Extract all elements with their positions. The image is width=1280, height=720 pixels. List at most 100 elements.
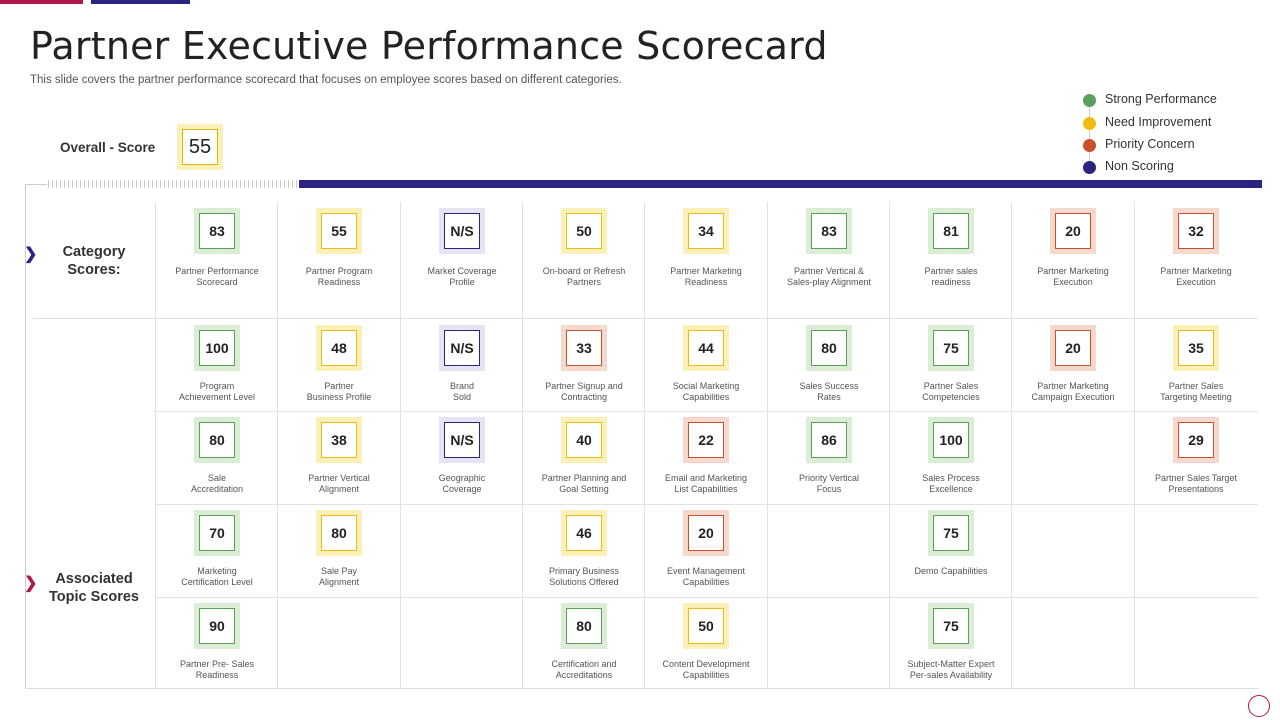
grid-row-line: [33, 318, 1258, 319]
score-label: Marketing Certification Level: [181, 566, 253, 587]
score-value: 83: [811, 213, 847, 249]
grid-row-line: [155, 597, 1258, 598]
frame-line-bottom: [25, 688, 1258, 689]
score-box: 33: [561, 325, 607, 371]
score-box: 32: [1173, 208, 1219, 254]
score-box: 83: [806, 208, 852, 254]
score-label: Event Management Capabilities: [666, 566, 746, 587]
score-box: 50: [683, 603, 729, 649]
score-box: 46: [561, 510, 607, 556]
score-value: 100: [933, 422, 969, 458]
score-value: 55: [321, 213, 357, 249]
score-box: 44: [683, 325, 729, 371]
score-value: 48: [321, 330, 357, 366]
grid-column-line: [767, 202, 768, 688]
score-box: 34: [683, 208, 729, 254]
score-value: 80: [321, 515, 357, 551]
score-value: 80: [811, 330, 847, 366]
grid-column-line: [155, 202, 156, 688]
score-box: 75: [928, 325, 974, 371]
section-label-text: Associated Topic Scores: [49, 571, 139, 605]
score-label: Demo Capabilities: [914, 566, 988, 576]
improve-dot-icon: [1083, 117, 1096, 130]
score-label: Partner Marketing Execution: [1037, 266, 1109, 287]
category-scores-label: Category Scores:: [29, 243, 159, 279]
score-box: 100: [928, 417, 974, 463]
score-value: 20: [1055, 213, 1091, 249]
score-label: Partner Pre- Sales Readiness: [179, 659, 255, 680]
score-box: 20: [1050, 325, 1096, 371]
score-label: Partner Marketing Readiness: [670, 266, 742, 287]
score-label: Social Marketing Capabilities: [672, 381, 740, 402]
score-box: 70: [194, 510, 240, 556]
score-value: 22: [688, 422, 724, 458]
score-label: Partner Vertical & Sales-play Alignment: [786, 266, 872, 287]
score-label: Priority Vertical Focus: [798, 473, 860, 494]
score-value: 83: [199, 213, 235, 249]
score-label: Sales Process Excellence: [922, 473, 980, 494]
section-label-text: Category Scores:: [62, 244, 126, 278]
score-box: 40: [561, 417, 607, 463]
score-value: 40: [566, 422, 602, 458]
legend-label: Strong Performance: [1105, 92, 1217, 106]
score-box: N/S: [439, 208, 485, 254]
score-label: Partner Business Profile: [306, 381, 372, 402]
strong-dot-icon: [1083, 94, 1096, 107]
score-value: 29: [1178, 422, 1214, 458]
legend-connector: [1089, 102, 1090, 168]
score-value: 46: [566, 515, 602, 551]
score-value: 86: [811, 422, 847, 458]
grid-column-line: [1134, 202, 1135, 688]
score-label: Sales Success Rates: [799, 381, 859, 402]
header-bar: [299, 180, 1262, 188]
chevron-right-icon: ❯: [24, 246, 38, 263]
chevron-right-icon: ❯: [24, 575, 38, 592]
score-label: Partner Sales Competencies: [922, 381, 980, 402]
score-value: 20: [1055, 330, 1091, 366]
grid-row-line: [155, 504, 1258, 505]
score-value: 80: [566, 608, 602, 644]
score-box: 22: [683, 417, 729, 463]
score-box: 100: [194, 325, 240, 371]
score-label: Partner Performance Scorecard: [175, 266, 259, 287]
score-box: 80: [316, 510, 362, 556]
grid-column-line: [1011, 202, 1012, 688]
legend-label: Need Improvement: [1105, 115, 1212, 129]
dashed-divider: [48, 180, 298, 188]
score-value: N/S: [444, 213, 480, 249]
score-label: Partner Program Readiness: [305, 266, 373, 287]
score-value: 50: [566, 213, 602, 249]
score-label: Partner Sales Target Presentations: [1155, 473, 1237, 494]
score-box: 20: [683, 510, 729, 556]
overall-score-box: 55: [177, 124, 223, 170]
score-box: N/S: [439, 417, 485, 463]
score-value: 44: [688, 330, 724, 366]
score-label: Partner Marketing Execution: [1160, 266, 1232, 287]
score-box: 50: [561, 208, 607, 254]
nonscoring-dot-icon: [1083, 161, 1096, 174]
score-box: 20: [1050, 208, 1096, 254]
score-label: Email and Marketing List Capabilities: [664, 473, 748, 494]
grid-column-line: [889, 202, 890, 688]
overall-score-value: 55: [182, 129, 218, 165]
score-box: 55: [316, 208, 362, 254]
score-value: 75: [933, 515, 969, 551]
score-box: 80: [561, 603, 607, 649]
score-label: Geographic Coverage: [438, 473, 486, 494]
score-label: Brand Sold: [449, 381, 475, 402]
topic-scores-label: Associated Topic Scores: [29, 570, 159, 606]
grid-column-line: [400, 202, 401, 688]
score-value: 38: [321, 422, 357, 458]
score-label: Partner Signup and Contracting: [545, 381, 623, 402]
corner-circle-icon: [1248, 695, 1270, 717]
legend-label: Non Scoring: [1105, 159, 1174, 173]
score-label: On-board or Refresh Partners: [542, 266, 626, 287]
score-label: Sale Accreditation: [190, 473, 244, 494]
score-label: Partner Marketing Campaign Execution: [1031, 381, 1115, 402]
score-box: 90: [194, 603, 240, 649]
score-label: Content Development Capabilities: [662, 659, 750, 680]
score-box: 80: [194, 417, 240, 463]
score-box: 75: [928, 603, 974, 649]
score-box: 80: [806, 325, 852, 371]
accent-bar-pink: [0, 0, 83, 4]
